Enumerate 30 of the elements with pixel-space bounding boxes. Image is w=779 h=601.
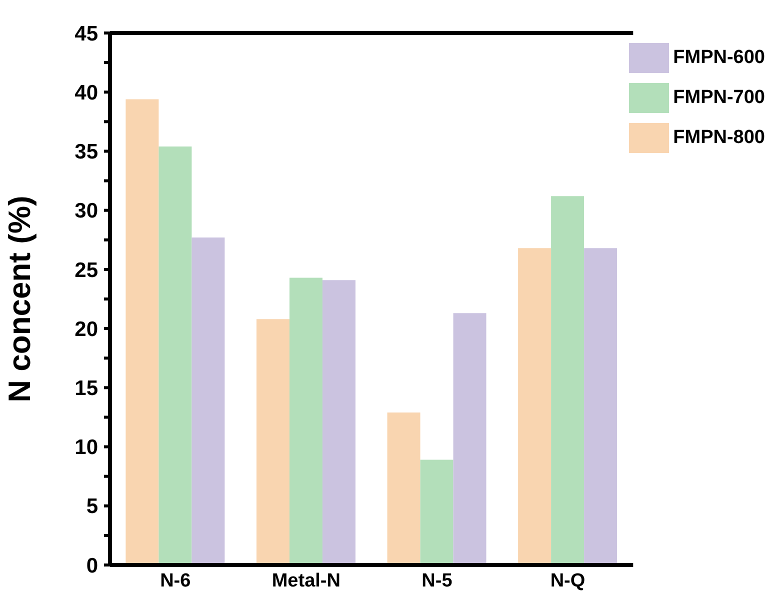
bar xyxy=(256,319,290,565)
bar xyxy=(584,248,618,565)
bar xyxy=(387,412,420,565)
y-tick-label: 40 xyxy=(74,81,98,104)
bar xyxy=(453,313,486,565)
bar xyxy=(322,280,356,565)
y-tick-label: 5 xyxy=(86,495,98,518)
bar xyxy=(192,238,225,565)
bar xyxy=(518,248,552,565)
bar xyxy=(126,99,159,565)
x-tick-label: Metal-N xyxy=(272,570,340,592)
bar xyxy=(158,146,192,565)
legend-label: FMPN-800 xyxy=(673,127,765,148)
legend-label: FMPN-600 xyxy=(673,47,765,68)
y-tick-label: 35 xyxy=(74,140,98,164)
y-tick-label: 10 xyxy=(74,436,98,460)
y-tick-label: 45 xyxy=(74,22,98,46)
y-tick-label: 15 xyxy=(74,377,98,400)
bar xyxy=(289,278,322,565)
x-tick-label: N-6 xyxy=(160,570,191,592)
bar xyxy=(420,460,454,565)
y-axis-title: N concent (%) xyxy=(2,196,38,402)
y-tick-label: 0 xyxy=(86,554,98,578)
legend-label: FMPN-700 xyxy=(673,87,765,108)
x-tick-label: N-Q xyxy=(550,570,586,592)
bar xyxy=(551,196,584,565)
y-tick-label: 20 xyxy=(74,318,98,341)
y-tick-label: 30 xyxy=(74,200,98,223)
x-tick-label: N-5 xyxy=(422,570,453,592)
y-tick-label: 25 xyxy=(74,258,98,282)
